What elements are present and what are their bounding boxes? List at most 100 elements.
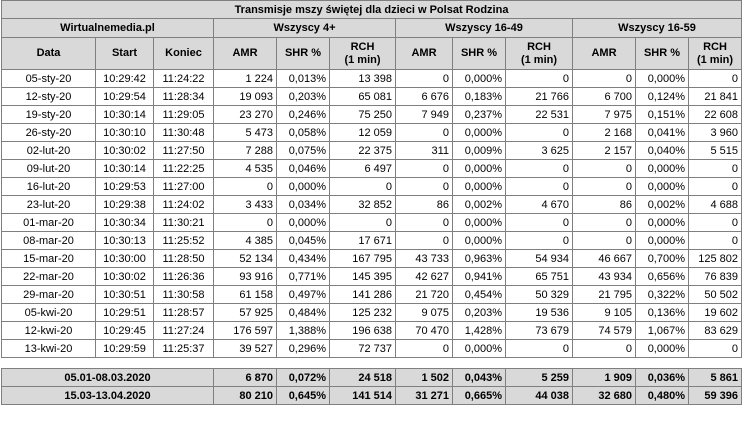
table-cell: 0 — [395, 213, 453, 232]
table-row: 05-sty-20 10:29:42 11:24:22 1 224 0,013% 13 3… — [1, 69, 742, 88]
table-cell: 0,002% — [635, 195, 689, 214]
table-row: 12-sty-20 10:29:54 11:28:34 19 093 0,203% 65 … — [1, 87, 742, 106]
table-cell: 42 627 — [395, 267, 453, 286]
table-cell: 0,124% — [635, 87, 689, 106]
table-cell: 10:29:51 — [95, 303, 154, 322]
table-title: Transmisje mszy świętej dla dzieci w Pol… — [1, 0, 742, 19]
table-cell: 4 670 — [505, 195, 573, 214]
table-row: 23-lut-20 10:29:38 11:24:02 3 433 0,034% 32 8… — [1, 195, 742, 214]
table-cell: 0,000% — [452, 339, 506, 358]
table-cell: 0 — [572, 339, 636, 358]
table-cell: 15-mar-20 — [1, 249, 96, 268]
table-cell: 0 — [688, 213, 742, 232]
header-shr: SHR % — [452, 37, 506, 70]
table-cell: 10:30:00 — [95, 249, 154, 268]
header-rch-line1: RCH — [350, 40, 375, 53]
table-cell: 0,497% — [276, 285, 330, 304]
table-cell: 70 470 — [395, 321, 453, 340]
table-cell: 6 676 — [395, 87, 453, 106]
table-cell: 10:30:02 — [95, 141, 154, 160]
table-cell: 22-mar-20 — [1, 267, 96, 286]
table-cell: 22 531 — [505, 105, 573, 124]
table-cell: 2 157 — [572, 141, 636, 160]
table-cell: 93 916 — [213, 267, 277, 286]
table-row: 09-lut-20 10:30:14 11:22:25 4 535 0,046% 6 49… — [1, 159, 742, 178]
table-cell: 125 232 — [329, 303, 396, 322]
table-cell: 0 — [213, 213, 277, 232]
table-cell: 0,183% — [452, 87, 506, 106]
table-cell: 01-mar-20 — [1, 213, 96, 232]
summary-cell: 0,072% — [276, 368, 330, 387]
table-cell: 0 — [395, 69, 453, 88]
table-cell: 50 329 — [505, 285, 573, 304]
table-cell: 5 473 — [213, 123, 277, 142]
table-cell: 19-sty-20 — [1, 105, 96, 124]
table-cell: 61 158 — [213, 285, 277, 304]
table-row: 16-lut-20 10:29:53 11:27:00 0 0,000% 0 0 0,000%… — [1, 177, 742, 196]
header-start: Start — [95, 37, 154, 70]
table-cell: 19 093 — [213, 87, 277, 106]
table-cell: 76 839 — [688, 267, 742, 286]
table-cell: 26-sty-20 — [1, 123, 96, 142]
table-cell: 10:30:51 — [95, 285, 154, 304]
table-cell: 0,203% — [452, 303, 506, 322]
header-amr: AMR — [395, 37, 453, 70]
summary-cell: 80 210 — [213, 386, 277, 405]
table-cell: 0 — [688, 231, 742, 250]
table-cell: 11:25:37 — [153, 339, 214, 358]
table-cell: 22 608 — [688, 105, 742, 124]
table-cell: 0,000% — [635, 177, 689, 196]
table-cell: 5 515 — [688, 141, 742, 160]
summary-cell: 1 909 — [572, 368, 636, 387]
table-cell: 74 579 — [572, 321, 636, 340]
summary-cell: 44 038 — [505, 386, 573, 405]
table-cell: 21 795 — [572, 285, 636, 304]
column-header-row: Data Start Koniec AMR SHR % RCH (1 min) A… — [1, 37, 742, 70]
table-cell: 0,941% — [452, 267, 506, 286]
table-cell: 11:27:00 — [153, 177, 214, 196]
group-header-row: Wirtualnemedia.pl Wszyscy 4+ Wszyscy 16-… — [1, 18, 742, 38]
table-cell: 09-lut-20 — [1, 159, 96, 178]
table-cell: 17 671 — [329, 231, 396, 250]
table-cell: 10:30:10 — [95, 123, 154, 142]
table-cell: 22 375 — [329, 141, 396, 160]
table-cell: 0 — [688, 69, 742, 88]
table-cell: 32 852 — [329, 195, 396, 214]
summary-cell: 32 680 — [572, 386, 636, 405]
table-cell: 57 925 — [213, 303, 277, 322]
table-cell: 125 802 — [688, 249, 742, 268]
table-cell: 176 597 — [213, 321, 277, 340]
table-cell: 0,009% — [452, 141, 506, 160]
table-cell: 0,000% — [452, 69, 506, 88]
table-cell: 0 — [395, 159, 453, 178]
table-cell: 6 497 — [329, 159, 396, 178]
table-cell: 167 795 — [329, 249, 396, 268]
table-row: 05-kwi-20 10:29:51 11:28:57 57 925 0,484% 125… — [1, 303, 742, 322]
table-cell: 0,000% — [635, 69, 689, 88]
table-cell: 1,428% — [452, 321, 506, 340]
header-rch-line1: RCH — [527, 40, 551, 53]
table-cell: 3 960 — [688, 123, 742, 142]
table-cell: 0 — [688, 159, 742, 178]
table-cell: 11:26:36 — [153, 267, 214, 286]
table-cell: 0,000% — [635, 231, 689, 250]
table-cell: 4 688 — [688, 195, 742, 214]
summary-cell: 24 518 — [329, 368, 396, 387]
table-cell: 0,237% — [452, 105, 506, 124]
table-cell: 72 737 — [329, 339, 396, 358]
header-rch: RCH (1 min) — [329, 37, 396, 70]
table-row: 29-mar-20 10:30:51 11:30:58 61 158 0,497% 141… — [1, 285, 742, 304]
table-cell: 7 288 — [213, 141, 277, 160]
summary-cell: 0,036% — [635, 368, 689, 387]
table-cell: 19 602 — [688, 303, 742, 322]
table-cell: 0 — [505, 123, 573, 142]
table-cell: 21 766 — [505, 87, 573, 106]
table-cell: 7 949 — [395, 105, 453, 124]
table-cell: 0 — [395, 231, 453, 250]
table-cell: 0,000% — [635, 213, 689, 232]
table-cell: 0,040% — [635, 141, 689, 160]
table-cell: 7 975 — [572, 105, 636, 124]
group-4plus: Wszyscy 4+ — [213, 18, 396, 38]
header-shr: SHR % — [276, 37, 330, 70]
group-16-49: Wszyscy 16-49 — [395, 18, 573, 38]
